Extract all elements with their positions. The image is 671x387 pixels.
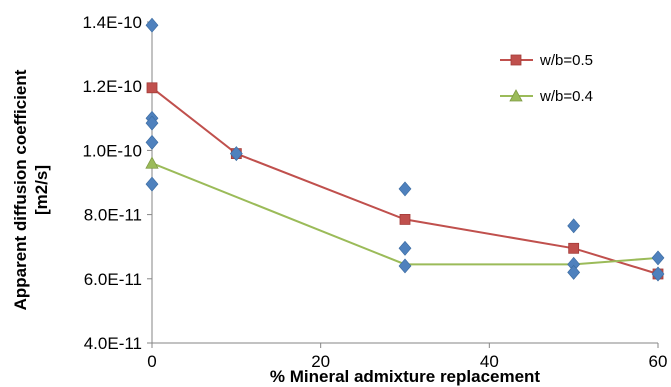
series-point xyxy=(568,242,580,254)
legend-label: w/b=0.4 xyxy=(539,88,593,105)
x-tick-label: 40 xyxy=(480,352,499,371)
scatter-point xyxy=(651,266,665,282)
y-axis-title: Apparent diffusion coefficient [m2/s] xyxy=(11,69,51,310)
series-point xyxy=(399,214,411,225)
series-wb-0-4 xyxy=(151,162,659,266)
scatter-point xyxy=(145,176,159,192)
scatter-layer xyxy=(145,17,665,282)
scatter-point xyxy=(145,17,159,33)
series-line xyxy=(151,162,659,266)
series-point xyxy=(145,156,159,169)
legend-marker xyxy=(510,54,522,66)
scatter-point xyxy=(398,240,412,256)
legend: w/b=0.5 w/b=0.4 xyxy=(500,52,593,105)
scatter-point xyxy=(229,146,243,162)
y-tick-label: 4.0E-11 xyxy=(84,334,142,353)
y-tick-label: 6.0E-11 xyxy=(84,270,142,289)
scatter-point xyxy=(145,115,159,131)
scatter-point xyxy=(567,218,581,234)
y-tick-label: 1.0E-10 xyxy=(82,141,142,160)
y-tick-label: 1.2E-10 xyxy=(82,77,142,96)
y-axis-title-line-1: Apparent diffusion coefficient xyxy=(11,69,30,310)
legend-marker xyxy=(509,89,523,102)
scatter-point xyxy=(567,264,581,280)
scatter-point xyxy=(398,258,412,274)
series-point xyxy=(146,82,158,94)
scatter-point xyxy=(145,134,159,150)
legend-label: w/b=0.5 xyxy=(539,52,593,69)
y-axis-title-line-2: [m2/s] xyxy=(32,165,51,215)
x-tick-label: 0 xyxy=(147,352,156,371)
legend-item: w/b=0.4 xyxy=(500,88,593,105)
y-tick-label: 1.4E-10 xyxy=(82,13,142,32)
legend-item: w/b=0.5 xyxy=(500,52,593,69)
x-axis-ticks: 0 20 40 60 xyxy=(147,343,667,371)
scatter-point xyxy=(398,181,412,197)
scatter-point xyxy=(651,250,665,266)
y-tick-label: 8.0E-11 xyxy=(84,206,142,225)
y-axis-ticks: 4.0E-11 6.0E-11 8.0E-11 1.0E-10 1.2E-10 1.4E-… xyxy=(82,13,152,353)
x-axis-title: % Mineral admixture replacement xyxy=(270,367,541,386)
x-tick-label: 60 xyxy=(649,352,668,371)
x-tick-label: 20 xyxy=(311,352,330,371)
